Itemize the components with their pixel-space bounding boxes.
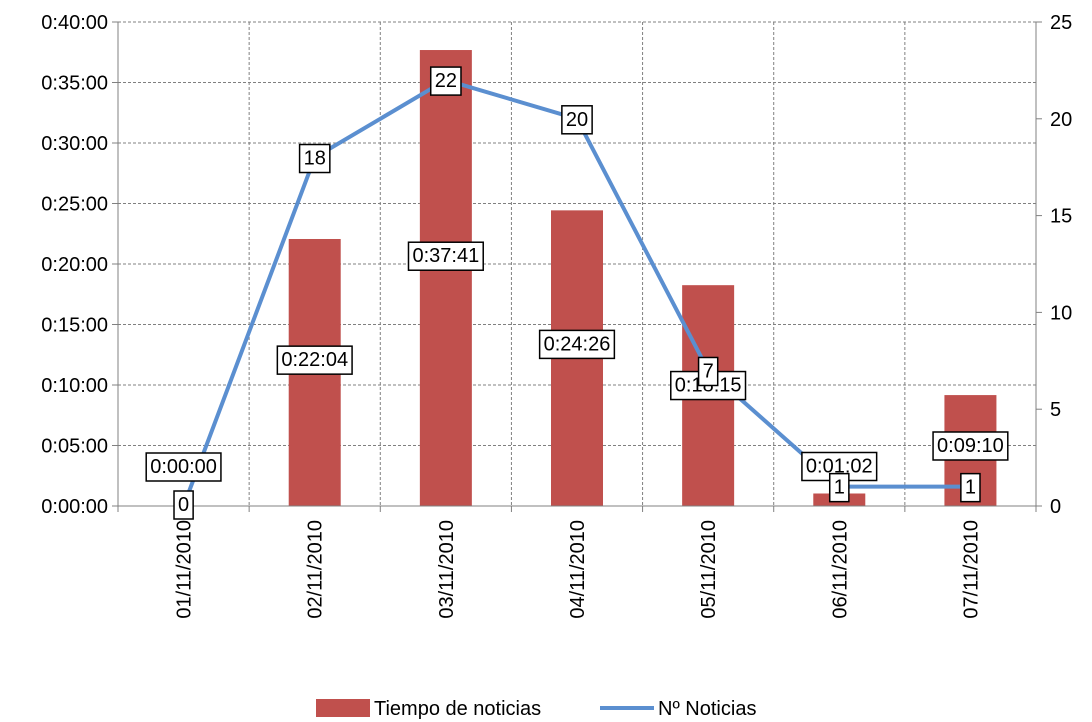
bar-value-label-box: [276, 345, 353, 375]
bar-value-label: 0:37:41: [412, 245, 479, 267]
line-value-label-box: [960, 472, 981, 503]
line-value-label-group: 20: [561, 105, 593, 135]
line-value-label-group: 18: [298, 143, 331, 174]
line-value-label-box: [173, 490, 194, 520]
y-left-tick-label: 0:35:00: [41, 73, 108, 95]
bar-value-label-box: [407, 241, 484, 271]
line-value-label-box: [828, 472, 850, 503]
bar-value-label-group: 0:24:26: [538, 329, 616, 360]
legend-label-line: Nº Noticias: [658, 698, 756, 720]
y-left-tick-label: 0:05:00: [41, 436, 108, 458]
bar-value-label: 0:09:10: [937, 435, 1004, 457]
bar-value-label-group: 0:01:02: [801, 451, 878, 482]
x-tick-label: 01/11/2010: [174, 520, 196, 619]
bar-value-label-group: 0:22:04: [276, 345, 353, 375]
y-right-tick-label: 15: [1050, 206, 1072, 228]
y-left-tick-label: 0:20:00: [41, 254, 108, 276]
line-value-label-box: [429, 66, 462, 96]
line-value-label-group: 7: [697, 356, 719, 387]
bar-value-label: 0:24:26: [544, 333, 611, 355]
line-value-label-box: [298, 143, 331, 174]
x-tick-label: 07/11/2010: [960, 520, 982, 619]
line-value-label-box: [697, 356, 719, 387]
legend: Tiempo de noticias Nº Noticias: [316, 698, 756, 720]
bar-value-label-group: 0:37:41: [407, 241, 484, 271]
x-tick-label: 06/11/2010: [829, 520, 851, 619]
y-right-tick-label: 25: [1050, 12, 1072, 34]
line-value-label: 0: [178, 494, 189, 516]
x-tick-label: 05/11/2010: [698, 520, 720, 619]
line-value-label: 22: [435, 70, 457, 92]
line-value-label: 20: [566, 109, 588, 131]
bar-value-label: 0:01:02: [806, 455, 873, 477]
bar-value-label-box: [932, 431, 1009, 461]
legend-label-bar: Tiempo de noticias: [374, 698, 541, 720]
x-tick-label: 02/11/2010: [305, 520, 327, 619]
y-left-tick-label: 0:10:00: [41, 375, 108, 397]
line-value-label-group: 0: [173, 490, 194, 520]
bar-value-label-group: 0:09:10: [932, 431, 1009, 461]
x-tick-label: 04/11/2010: [567, 520, 589, 619]
line-value-label: 7: [703, 360, 714, 382]
line-value-label: 18: [304, 148, 326, 170]
bar-value-label-box: [145, 452, 222, 482]
bar-value-label-box: [801, 451, 878, 482]
line-value-label-box: [561, 105, 593, 135]
line-value-label-group: 1: [960, 472, 981, 503]
line-value-label-group: 1: [828, 472, 850, 503]
y-left-tick-label: 0:40:00: [41, 12, 108, 34]
x-tick-label: 03/11/2010: [436, 520, 458, 619]
bar-value-label: 0:22:04: [281, 349, 348, 371]
y-right-tick-label: 20: [1050, 109, 1072, 131]
data-labels: 0:00:000:22:040:37:410:24:260:18:150:01:…: [145, 66, 1009, 520]
line-value-label: 1: [965, 477, 976, 499]
bar: [419, 50, 472, 506]
y-left-tick-label: 0:30:00: [41, 133, 108, 155]
bar-value-label: 0:00:00: [150, 456, 217, 478]
y-right-tick-label: 10: [1050, 302, 1072, 324]
y-left-tick-label: 0:00:00: [41, 496, 108, 518]
legend-swatch-bar: [316, 699, 370, 717]
bar-value-label-box: [538, 329, 616, 360]
y-left-tick-label: 0:25:00: [41, 194, 108, 216]
axes: 0:00:00 0:05:00 0:10:00 0:15:00 0:20:00 0:25:…: [41, 12, 1072, 619]
line-value-label: 1: [834, 477, 845, 499]
y-left-tick-label: 0:15:00: [41, 315, 108, 337]
bar-value-label-group: 0:00:00: [145, 452, 222, 482]
line-value-label-group: 22: [429, 66, 462, 96]
y-right-tick-label: 5: [1050, 399, 1061, 421]
y-right-tick-label: 0: [1050, 496, 1061, 518]
